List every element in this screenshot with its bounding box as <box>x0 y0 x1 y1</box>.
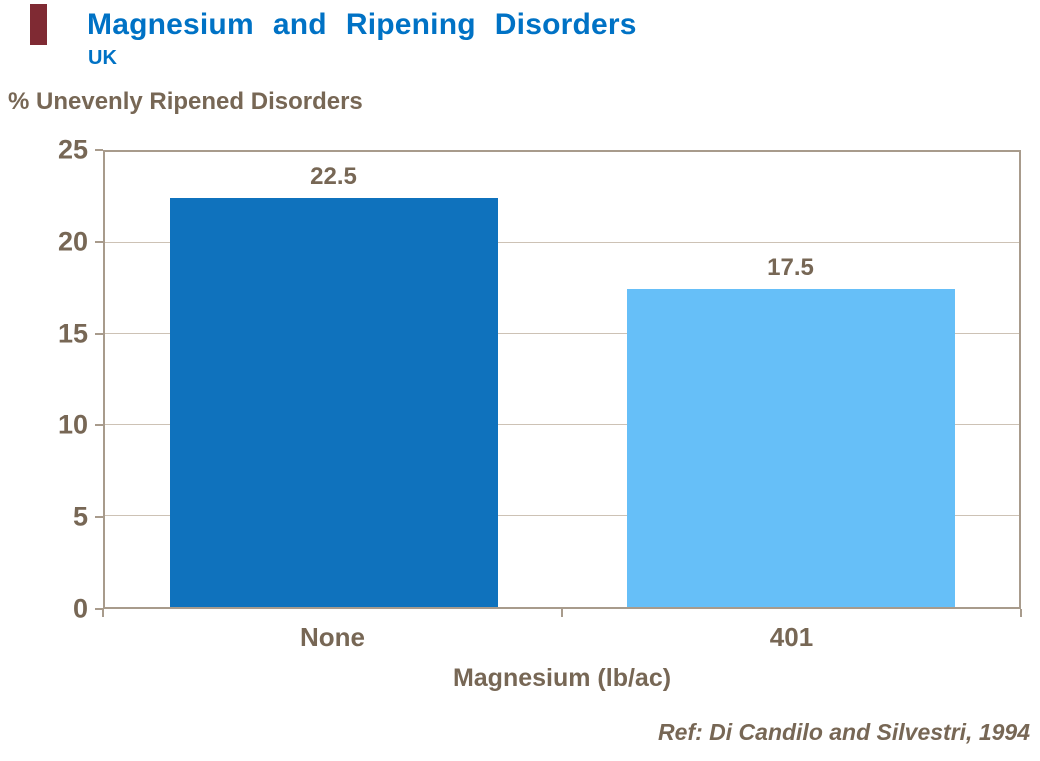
bar-slot: 17.5 <box>562 152 1019 607</box>
bar-value-label: 17.5 <box>767 253 814 281</box>
y-tick-label: 0 <box>72 593 88 624</box>
bar-401: 17.5 <box>626 254 955 607</box>
gridline <box>105 242 1019 243</box>
y-axis-title: % Unevenly Ripened Disorders <box>8 88 363 115</box>
chart-subtitle: UK <box>88 47 117 69</box>
x-axis-title: Magnesium (lb/ac) <box>452 664 672 692</box>
bar-None: 22.5 <box>169 163 498 607</box>
x-tick-mark <box>561 609 563 617</box>
y-tick-mark <box>95 424 103 427</box>
chart-title: Magnesium and Ripening Disorders <box>87 8 637 41</box>
bar-slot: 22.5 <box>105 152 562 607</box>
slide-accent-bar <box>30 4 47 45</box>
y-tick-mark <box>95 240 103 243</box>
gridline <box>105 515 1019 516</box>
y-tick-label: 5 <box>72 501 88 532</box>
y-tick-mark <box>95 332 103 335</box>
y-tick-mark <box>95 149 103 151</box>
gridline <box>105 333 1019 334</box>
y-tick-mark <box>95 608 103 610</box>
x-tick-mark <box>1020 609 1022 617</box>
gridline <box>105 424 1019 425</box>
reference-text: Ref: Di Candilo and Silvestri, 1994 <box>658 719 1030 745</box>
x-tick-mark <box>102 609 104 617</box>
x-category-label: 401 <box>769 622 814 652</box>
y-tick-label: 10 <box>57 409 88 440</box>
x-category-label: None <box>300 622 365 652</box>
y-tick-label: 15 <box>57 318 88 349</box>
y-tick-mark <box>95 516 103 519</box>
y-tick-label: 20 <box>57 226 88 257</box>
y-tick-label: 25 <box>57 134 88 165</box>
bar-value-label: 22.5 <box>310 162 357 190</box>
plot-area: 22.5 17.5 <box>103 150 1021 609</box>
